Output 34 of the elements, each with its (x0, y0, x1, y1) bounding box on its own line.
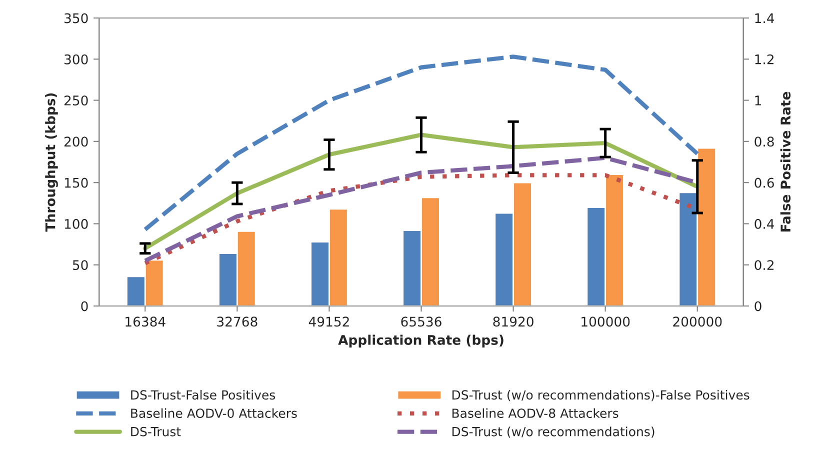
y-tick-label: 150 (64, 178, 88, 188)
y2-axis-title: False Positive Rate (780, 92, 791, 232)
y2-tick-label: 0.6 (754, 178, 774, 188)
y2-tick-label: 0.2 (754, 260, 774, 270)
y-tick-label: 350 (64, 13, 88, 24)
y2-tick-label: 1 (755, 96, 761, 106)
y2-tick-label: 1.2 (755, 54, 774, 64)
legend-label: Baseline AODV-0 Attackers (131, 408, 297, 418)
x-tick-label: 32768 (217, 316, 258, 327)
legend-label: DS-Trust (w/o recommendations) (452, 426, 654, 438)
y-tick-label: 50 (72, 260, 88, 270)
x-tick-label: 81920 (493, 316, 534, 327)
y-tick-label: 300 (64, 54, 88, 64)
legend-label: DS-Trust (131, 426, 181, 436)
x-tick-label: 100000 (582, 316, 630, 327)
y-tick-label: 250 (64, 96, 88, 106)
line-series (143, 132, 700, 250)
legend-label: DS-Trust (w/o recommendations)-False Positives (452, 390, 750, 402)
y-tick-label: 100 (64, 218, 88, 229)
legend-label: DS-Trust-False Positives (131, 390, 276, 400)
x-tick-label: 16384 (126, 316, 166, 327)
x-tick-label: 200000 (673, 316, 722, 327)
y2-tick-label: 0.8 (754, 136, 774, 147)
line-series (143, 54, 700, 232)
x-axis-title: Application Rate (bps) (338, 334, 504, 348)
y2-tick-label: 1.4 (755, 13, 774, 24)
x-tick-label: 65536 (401, 316, 442, 327)
y2-tick-label: 0 (754, 301, 762, 312)
x-tick-label: 49152 (308, 316, 349, 327)
y2-tick-label: 0.4 (754, 218, 774, 229)
y-axis-title: Throughput (kbps) (45, 93, 58, 232)
y-tick-label: 200 (64, 136, 88, 147)
y-tick-label: 0 (81, 301, 88, 312)
legend-label: Baseline AODV-8 Attackers (452, 408, 618, 418)
